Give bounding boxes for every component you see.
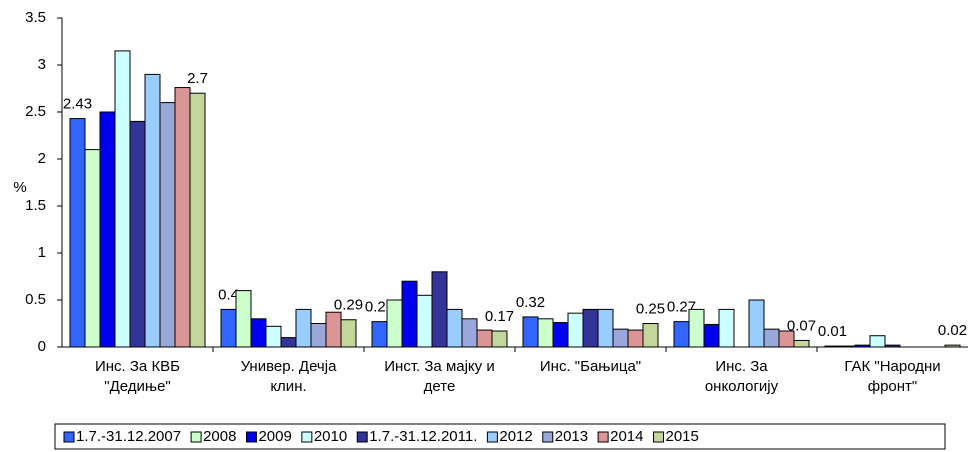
bar <box>582 308 599 348</box>
bar <box>159 102 176 348</box>
bar <box>793 339 810 348</box>
legend-label: 2014 <box>610 428 643 445</box>
bar <box>627 329 644 348</box>
x-tick-label: Универ. Дечја <box>241 358 337 375</box>
bar <box>235 290 252 348</box>
data-label: 2.7 <box>187 70 208 87</box>
data-label: 0.07 <box>787 317 816 334</box>
y-axis-label: % <box>13 179 26 196</box>
legend-swatch <box>301 431 313 443</box>
legend-label: 2012 <box>499 428 532 445</box>
data-label: 0.25 <box>636 300 665 317</box>
legend-label: 2010 <box>314 428 347 445</box>
bar <box>99 111 116 348</box>
x-tick-label: Инс. "Бањица" <box>540 358 641 375</box>
legend-label: 2009 <box>258 428 291 445</box>
bar <box>642 323 659 348</box>
bar <box>748 299 765 348</box>
bar <box>280 337 297 348</box>
data-label: 0.17 <box>485 308 514 325</box>
legend-swatch <box>356 431 368 443</box>
bar <box>310 323 327 348</box>
data-label: 2.43 <box>63 96 92 113</box>
x-tick-label: дете <box>424 378 456 395</box>
legend-swatch <box>486 431 498 443</box>
bar <box>174 87 191 348</box>
bar <box>763 328 780 348</box>
bar <box>869 335 886 348</box>
legend-swatch <box>190 431 202 443</box>
bar <box>401 280 418 348</box>
bar <box>325 311 342 348</box>
bar <box>386 299 403 348</box>
bar <box>371 321 388 348</box>
bar <box>597 308 614 348</box>
y-tick-label: 3 <box>38 56 46 73</box>
y-tick-label: 3.5 <box>25 9 46 26</box>
bar <box>718 308 735 348</box>
bar <box>340 319 357 348</box>
data-label: 0.29 <box>334 297 363 314</box>
bar <box>703 323 720 348</box>
bar <box>461 318 478 348</box>
bar <box>567 312 584 348</box>
bar <box>265 325 282 348</box>
bar <box>431 271 448 348</box>
x-tick-label: онкологију <box>705 378 779 395</box>
data-label: 0.32 <box>516 294 545 311</box>
y-tick-label: 0.5 <box>25 291 46 308</box>
x-tick-label: фронт" <box>868 378 918 395</box>
bar <box>446 308 463 348</box>
legend-label: 1.7.-31.12.2007 <box>76 428 181 445</box>
x-tick-label: Инс. За <box>715 358 768 375</box>
bar <box>114 50 131 348</box>
bar <box>476 329 493 348</box>
x-tick-label: Инс. За КВБ <box>95 358 180 375</box>
legend-label: 2015 <box>666 428 699 445</box>
legend-swatch <box>542 431 554 443</box>
bar <box>612 328 629 348</box>
bar <box>189 92 206 348</box>
legend-swatch <box>63 431 75 443</box>
legend-label: 2008 <box>203 428 236 445</box>
bar <box>69 118 86 348</box>
y-tick-label: 2 <box>38 150 46 167</box>
bar <box>537 318 554 348</box>
bar <box>522 316 539 348</box>
y-tick-label: 1 <box>38 244 46 261</box>
legend-swatch <box>653 431 664 443</box>
legend-label: 2013 <box>555 428 588 445</box>
bar <box>144 73 161 348</box>
bar <box>416 294 433 348</box>
data-label: 0.4 <box>218 286 239 303</box>
x-tick-label: клин. <box>270 378 306 395</box>
legend-box <box>54 423 946 450</box>
x-tick-label: Инст. За мајку и <box>384 358 494 375</box>
bar <box>491 330 508 348</box>
bar <box>295 308 312 348</box>
data-label: 0.02 <box>938 322 967 339</box>
x-tick-label: ГАК "Народни <box>844 358 940 375</box>
y-tick-label: 0 <box>38 338 46 355</box>
x-tick-label: "Дедиње" <box>104 378 170 395</box>
bar <box>84 149 101 348</box>
legend-swatch <box>245 431 257 443</box>
bar <box>688 308 705 348</box>
data-label: 0.01 <box>818 323 847 340</box>
bar <box>552 322 569 348</box>
bar <box>250 318 267 348</box>
y-tick-label: 2.5 <box>25 103 46 120</box>
legend-label: 1.7.-31.12.2011. <box>369 428 477 445</box>
bar <box>220 308 237 348</box>
bar <box>673 321 690 348</box>
bar <box>129 120 146 348</box>
y-tick-label: 1.5 <box>25 197 46 214</box>
legend-swatch <box>597 431 609 443</box>
